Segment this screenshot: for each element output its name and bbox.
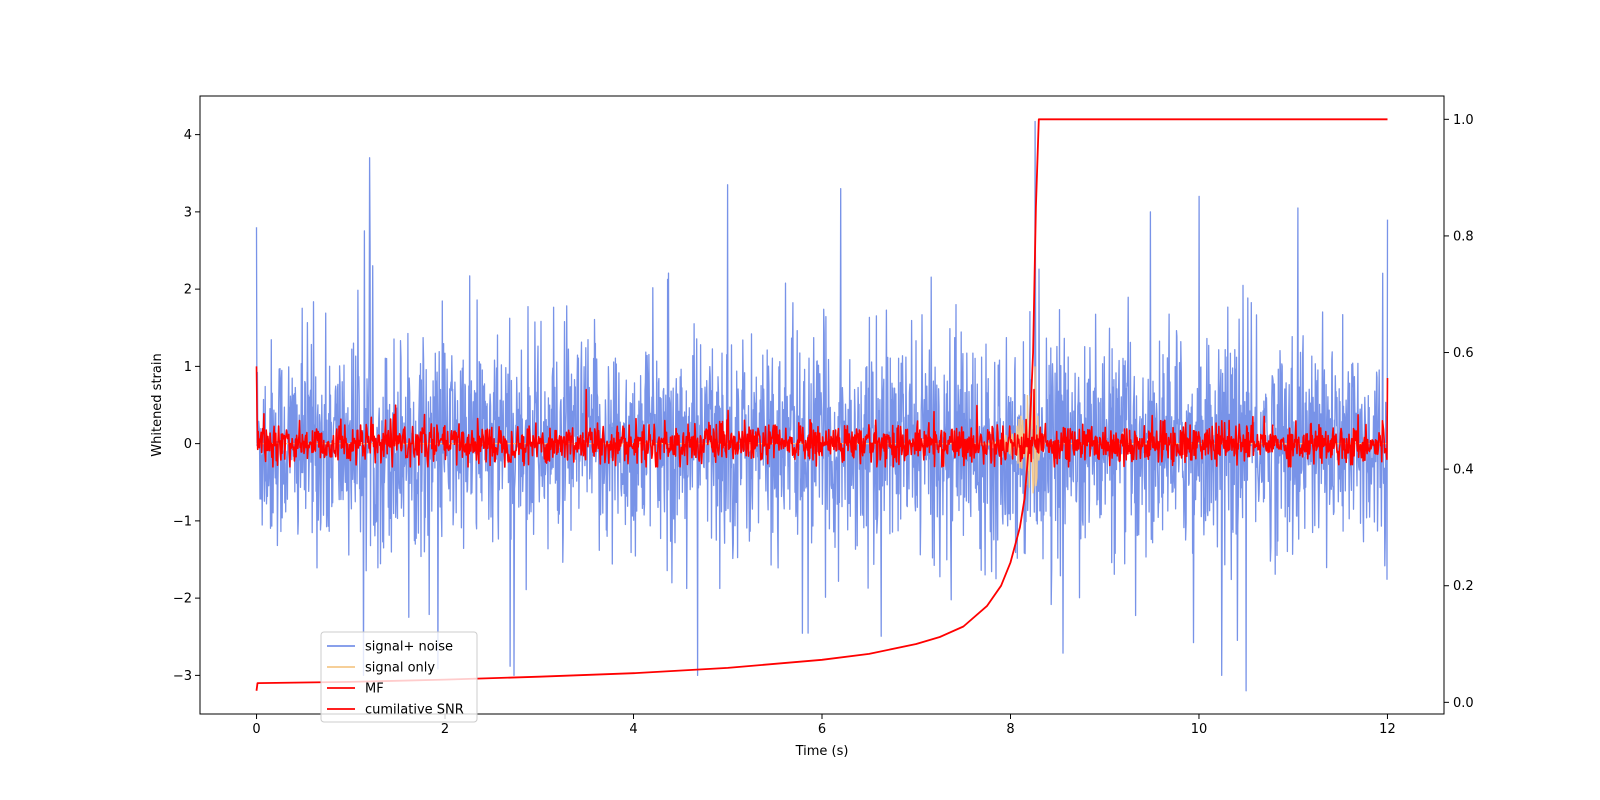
y-tick-label: −2 [173,592,192,607]
y-tick-label: −3 [173,669,192,684]
x-tick-label: 2 [441,722,449,737]
y2-tick-label: 0.6 [1453,346,1474,361]
x-tick-label: 12 [1379,722,1396,737]
series-signal-noise-line [255,120,1389,692]
y-tick-label: 2 [184,283,192,298]
legend-label: signal+ noise [365,640,453,655]
y2-tick-label: 0.2 [1453,579,1474,594]
legend-label: cumilative SNR [365,703,464,718]
y-axis-left: −3 −2 −1 0 1 2 3 4 [173,128,200,684]
legend: signal+ noise signal only MF cumilative SNR [320,631,478,723]
legend-label: signal only [365,661,435,676]
y-axis-label: Whitened strain [150,353,165,456]
x-tick-label: 4 [629,722,637,737]
y-tick-label: −1 [173,514,192,529]
x-axis: 0 2 4 6 8 10 12 [252,714,1396,737]
x-tick-label: 10 [1191,722,1208,737]
series-mf-line [255,366,1389,468]
y-tick-label: 4 [184,128,192,143]
y-tick-label: 0 [184,437,192,452]
x-tick-label: 6 [818,722,826,737]
legend-label: MF [365,682,384,697]
y2-tick-label: 1.0 [1453,113,1474,128]
y-tick-label: 1 [184,360,192,375]
y2-tick-label: 0.8 [1453,229,1474,244]
x-tick-label: 0 [252,722,260,737]
y-tick-label: 3 [184,205,192,220]
x-axis-label: Time (s) [795,744,849,759]
y-axis-right: 0.0 0.2 0.4 0.6 0.8 1.0 [1444,113,1474,711]
y2-tick-label: 0.0 [1453,696,1474,711]
series-layer [255,118,1389,692]
x-tick-label: 8 [1006,722,1014,737]
y2-tick-label: 0.4 [1453,463,1474,478]
